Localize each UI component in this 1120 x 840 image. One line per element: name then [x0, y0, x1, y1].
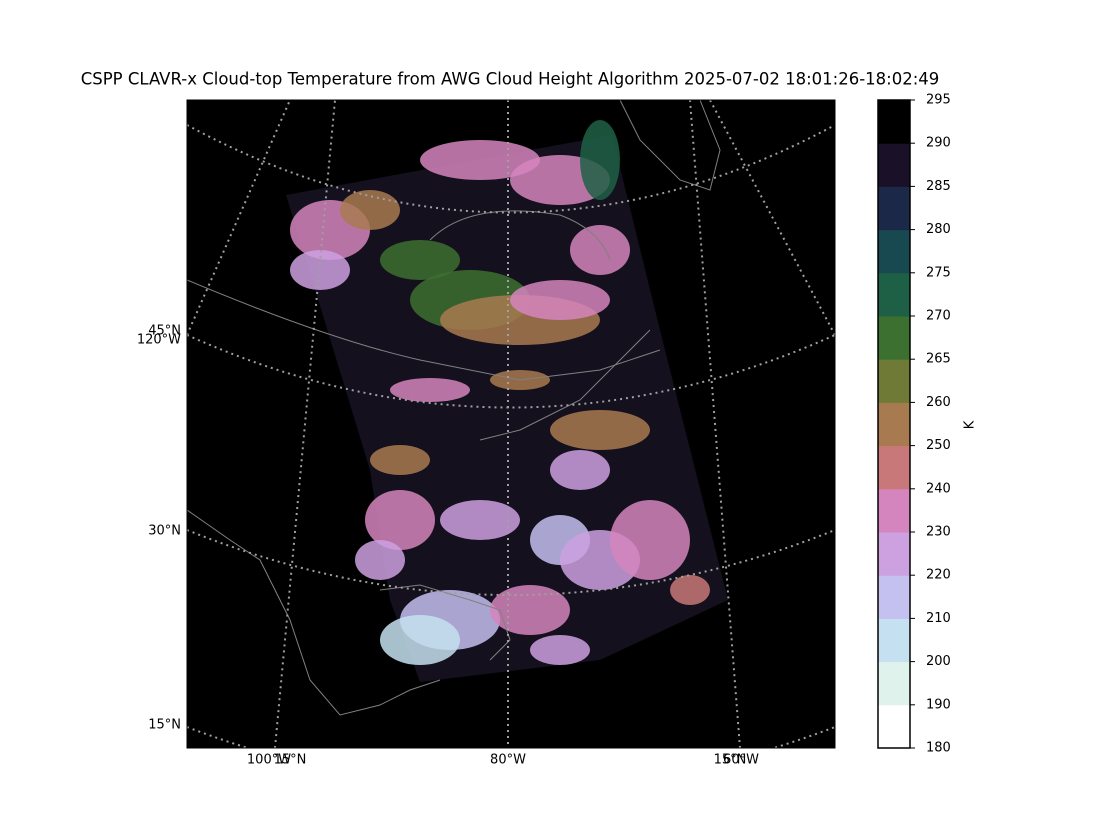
coastline [379, 584, 511, 661]
colorbar-tick-label: 230 [926, 525, 951, 540]
colorbar-tick-label: 260 [926, 395, 951, 410]
colorbar-tick-label: 290 [926, 136, 951, 151]
colorbar-tick-label: 240 [926, 481, 951, 496]
colorbar-tick-label: 190 [926, 697, 951, 712]
colorbar-tick-label: 220 [926, 568, 951, 583]
meridian [709, 100, 835, 336]
colorbar-segment [878, 704, 910, 749]
colorbar-segment [878, 575, 910, 619]
colorbar-segment [878, 272, 910, 317]
coastline [429, 210, 611, 261]
graticule [187, 100, 835, 748]
parallel [187, 529, 835, 596]
colorbar-segment [878, 488, 910, 533]
cloud [580, 120, 620, 200]
map-title: CSPP CLAVR-x Cloud-top Temperature from … [81, 70, 940, 89]
cloud [490, 585, 570, 635]
colorbar-segment [878, 618, 910, 663]
colorbar-segment [878, 359, 910, 403]
colorbar-tick-label: 250 [926, 438, 951, 453]
meridian [187, 100, 291, 336]
colorbar-segment [878, 143, 910, 187]
cloud [380, 240, 460, 280]
colorbar-segment [878, 445, 910, 490]
colorbar-tick-label: 265 [926, 352, 951, 367]
cloud [420, 140, 540, 180]
cloud [610, 500, 690, 580]
colorbar-tick-label: 200 [926, 654, 951, 669]
coastline [619, 100, 721, 191]
colorbar-segment [878, 316, 910, 360]
map-frame [186, 99, 836, 749]
colorbar-tick-label: 180 [926, 741, 951, 756]
cloud [510, 280, 610, 320]
colorbar-tick-label: 275 [926, 265, 951, 280]
cloud [365, 490, 435, 550]
lon-label: 80°W [490, 753, 526, 768]
colorbar-tick-label: 270 [926, 309, 951, 324]
colorbar-tick-label: 285 [926, 179, 951, 194]
cloud [530, 635, 590, 665]
lon-label: 100°W [247, 753, 291, 768]
coastlines [187, 100, 721, 716]
lat-label: 15°N [148, 718, 181, 733]
colorbar-tick-label: 210 [926, 611, 951, 626]
cloud [570, 225, 630, 275]
parallel [187, 124, 835, 214]
colorbar: 180 190 200 210 220 230 240 250 260 265 270 275 280 2… [877, 93, 951, 756]
coastline [187, 509, 441, 716]
lat-label: 30°N [148, 524, 181, 539]
cloud [440, 500, 520, 540]
colorbar-segment [878, 229, 910, 274]
colorbar-tick-label: 280 [926, 222, 951, 237]
cloud [370, 445, 430, 475]
cloud [340, 190, 400, 230]
colorbar-segment [878, 402, 910, 447]
lat-label: 15°N [274, 753, 307, 768]
coastline [479, 329, 651, 441]
cloud [390, 378, 470, 402]
colorbar-segment [878, 186, 910, 231]
cloud [355, 540, 405, 580]
parallel [187, 334, 835, 409]
lon-label: 60°W [723, 753, 759, 768]
colorbar-segment [878, 532, 910, 576]
cloud [550, 410, 650, 450]
cloud [550, 450, 610, 490]
colorbar-label: K [963, 420, 978, 429]
cloud-field [290, 120, 710, 665]
colorbar-segment [878, 100, 910, 144]
meridian [274, 100, 336, 748]
meridian [689, 100, 741, 748]
lat-label: 15°N [714, 753, 747, 768]
map [187, 100, 835, 748]
colorbar-tick-label: 295 [926, 93, 951, 108]
cloud [380, 615, 460, 665]
lat-label: 45°N [148, 324, 181, 339]
colorbar-segment [878, 661, 910, 706]
lon-label: 120°W [137, 333, 181, 348]
colorbar-frame [877, 99, 911, 749]
border [187, 279, 661, 381]
cloud [670, 575, 710, 605]
